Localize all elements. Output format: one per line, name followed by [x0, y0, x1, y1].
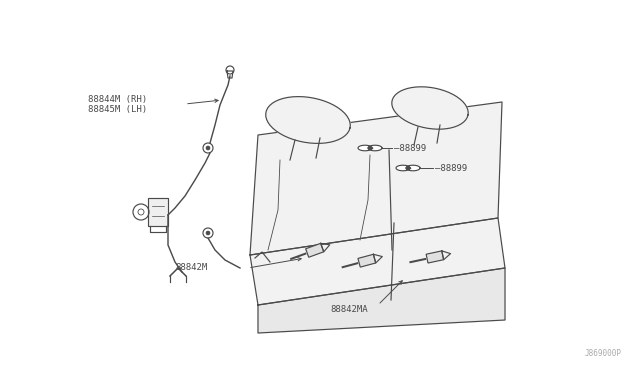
- Circle shape: [206, 231, 210, 235]
- Polygon shape: [358, 145, 372, 151]
- Text: –88899: –88899: [394, 144, 426, 153]
- Polygon shape: [396, 165, 410, 171]
- Text: 88842M: 88842M: [175, 263, 207, 273]
- Circle shape: [369, 147, 371, 150]
- Text: 88844M (RH): 88844M (RH): [88, 94, 147, 103]
- Polygon shape: [426, 251, 444, 263]
- Circle shape: [206, 146, 210, 150]
- Polygon shape: [358, 254, 376, 267]
- Polygon shape: [392, 87, 468, 129]
- Polygon shape: [406, 165, 420, 171]
- Polygon shape: [250, 218, 505, 305]
- Text: 88845M (LH): 88845M (LH): [88, 105, 147, 113]
- Text: J869000P: J869000P: [585, 349, 622, 358]
- Text: 88842MA: 88842MA: [330, 305, 367, 314]
- Polygon shape: [306, 243, 324, 257]
- Text: –88899: –88899: [435, 164, 467, 173]
- Polygon shape: [258, 268, 505, 333]
- Bar: [148, 198, 168, 226]
- Polygon shape: [266, 97, 350, 143]
- Polygon shape: [368, 145, 382, 151]
- Circle shape: [406, 167, 410, 170]
- Polygon shape: [250, 102, 502, 255]
